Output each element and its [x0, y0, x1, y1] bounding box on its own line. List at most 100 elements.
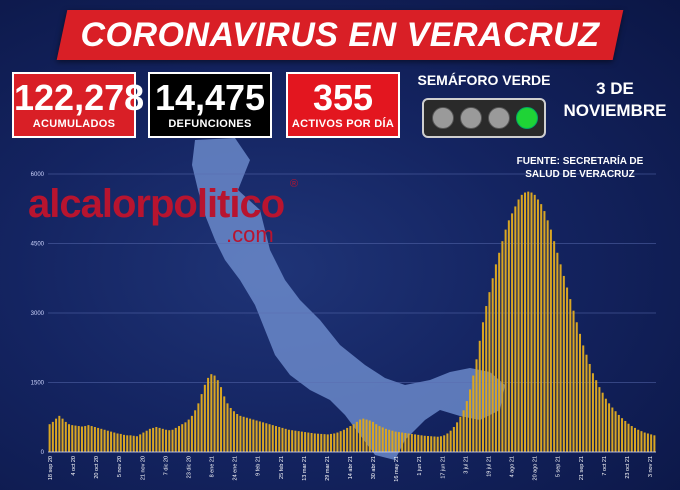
stat-activos-value: 355: [312, 77, 374, 118]
bar: [646, 433, 649, 452]
bar: [650, 434, 653, 452]
bar: [507, 220, 510, 452]
bar: [553, 241, 556, 452]
bar: [423, 435, 426, 452]
bar: [213, 375, 216, 452]
bar: [524, 192, 527, 452]
bar: [488, 292, 491, 452]
bar: [446, 433, 449, 452]
bar: [51, 421, 54, 452]
bar: [207, 377, 210, 452]
bar: [80, 426, 83, 452]
x-tick-label: 1 jun 21: [417, 456, 423, 476]
bar: [407, 433, 410, 452]
bar: [278, 426, 281, 452]
bar: [582, 345, 585, 452]
bar: [355, 421, 358, 452]
bar: [498, 252, 501, 452]
bar: [200, 394, 203, 452]
bar: [569, 299, 572, 452]
stat-activos-label: ACTIVOS POR DÍA: [291, 118, 395, 130]
bar: [226, 403, 229, 452]
bar: [310, 433, 313, 452]
bar: [113, 432, 116, 452]
x-tick-label: 4 oct 20: [71, 456, 77, 476]
bar: [106, 430, 109, 452]
bar: [517, 199, 520, 452]
bar: [394, 431, 397, 452]
report-date-line1: 3 DE: [596, 79, 634, 98]
bar: [258, 421, 261, 452]
bar: [77, 426, 80, 452]
bar: [197, 403, 200, 452]
bar: [249, 418, 252, 452]
bar: [388, 429, 391, 452]
traffic-light: [422, 98, 546, 138]
bar: [190, 415, 193, 452]
bar: [572, 310, 575, 452]
x-tick-label: 24 ene 21: [233, 456, 239, 480]
bar: [643, 432, 646, 452]
x-tick-label: 29 mar 21: [325, 456, 331, 481]
bar: [223, 396, 226, 452]
bar: [365, 419, 368, 452]
bar: [381, 427, 384, 452]
bar: [397, 432, 400, 452]
bar: [456, 422, 459, 452]
bar: [87, 425, 90, 452]
bar: [469, 389, 472, 452]
bar: [132, 435, 135, 452]
semaforo-title: SEMÁFORO VERDE: [417, 72, 551, 88]
bar: [608, 403, 611, 452]
bar: [585, 354, 588, 452]
bar: [504, 229, 507, 452]
x-tick-label: 13 mar 21: [302, 456, 308, 481]
bar: [320, 433, 323, 452]
bar: [323, 434, 326, 452]
bar: [653, 435, 656, 452]
bar: [598, 387, 601, 452]
bar: [540, 204, 543, 452]
light-green-icon: [516, 107, 538, 129]
bar: [145, 430, 148, 452]
bar: [97, 427, 100, 452]
bar: [372, 421, 375, 452]
bar: [494, 264, 497, 452]
bar: [617, 414, 620, 452]
bar: [84, 426, 87, 452]
bar: [339, 431, 342, 452]
bar: [459, 416, 462, 452]
bar: [275, 426, 278, 452]
bar: [48, 424, 51, 452]
bar: [271, 425, 274, 452]
veracruz-map: [192, 138, 505, 460]
bar: [485, 306, 488, 452]
stat-acumulados-value: 122,278: [14, 77, 145, 118]
report-date-line2: NOVIEMBRE: [563, 101, 667, 120]
report-date: 3 DE NOVIEMBRE: [560, 78, 670, 122]
bar: [155, 426, 158, 452]
x-tick-label: 23 dic 20: [187, 456, 193, 478]
bar: [291, 430, 294, 452]
light-off-icon: [488, 107, 510, 129]
bar: [546, 220, 549, 452]
bar: [300, 431, 303, 452]
bar: [168, 430, 171, 452]
light-off-icon: [432, 107, 454, 129]
bar: [475, 359, 478, 452]
x-tick-label: 7 dic 20: [163, 456, 169, 475]
x-tick-label: 18 sep 20: [48, 456, 54, 480]
bar: [171, 429, 174, 452]
bar: [220, 387, 223, 452]
bar: [174, 427, 177, 452]
x-tick-label: 19 jul 21: [487, 456, 493, 477]
bar: [611, 407, 614, 452]
bar: [452, 426, 455, 452]
x-tick-label: 4 ago 21: [510, 456, 516, 477]
bar: [284, 428, 287, 452]
bar: [74, 425, 77, 452]
y-tick-label: 6000: [31, 172, 45, 178]
bar: [556, 252, 559, 452]
bar: [61, 418, 64, 452]
